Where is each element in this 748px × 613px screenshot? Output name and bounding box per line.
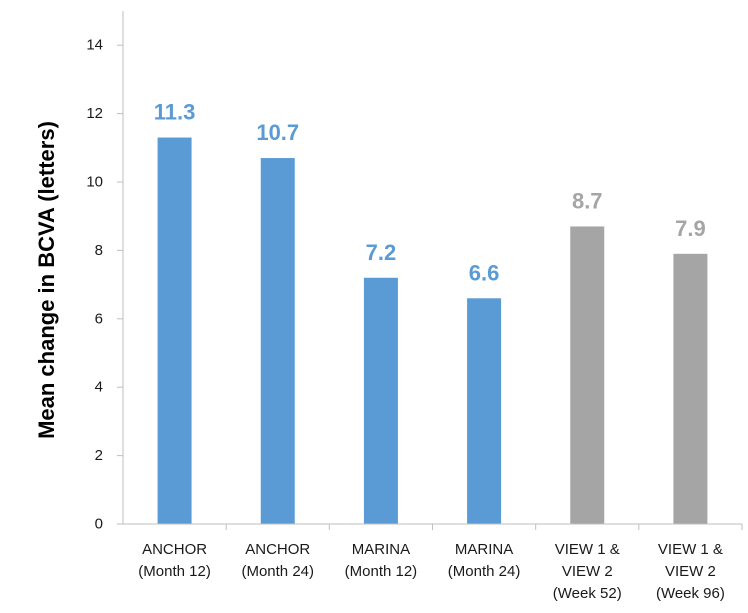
x-tick-label: MARINA (Month 24) [448, 541, 521, 580]
x-tick-label-line: ANCHOR [245, 541, 310, 558]
x-tick-label: ANCHOR (Month 12) [138, 541, 211, 580]
x-tick-label-line: (Month 24) [448, 563, 521, 580]
x-tick-label-line: (Month 12) [138, 563, 211, 580]
x-tick-label-line: MARINA [455, 541, 513, 558]
bar [467, 298, 502, 524]
x-tick-label-line: VIEW 2 [562, 563, 613, 580]
x-tick-label-line: (Month 24) [241, 563, 314, 580]
y-tick-label: 2 [95, 447, 103, 464]
data-label: 10.7 [256, 120, 299, 145]
y-axis: 0 2 4 6 8 10 12 14 [86, 11, 124, 533]
y-tick-label: 6 [95, 310, 103, 327]
bars [157, 137, 708, 525]
x-tick-label-line: VIEW 1 & [658, 541, 723, 558]
x-tick-label: MARINA (Month 12) [345, 541, 418, 580]
x-tick-label-line: (Week 96) [656, 585, 725, 602]
bar [260, 158, 295, 524]
data-label: 11.3 [154, 100, 196, 125]
x-tick-label: ANCHOR (Month 24) [241, 541, 314, 580]
y-tick-label: 4 [95, 379, 103, 396]
data-label: 8.7 [572, 188, 603, 213]
y-tick-label: 0 [95, 516, 103, 533]
x-tick-label-line: MARINA [352, 541, 410, 558]
x-tick-label-line: VIEW 1 & [555, 541, 620, 558]
x-tick-label: VIEW 1 & VIEW 2 (Week 52) [553, 541, 622, 602]
bar [157, 137, 192, 525]
bar [570, 226, 605, 524]
data-labels: 11.3 10.7 7.2 6.6 8.7 7.9 [154, 100, 706, 286]
data-label: 7.9 [675, 216, 706, 241]
x-tick-label-line: (Month 12) [345, 563, 418, 580]
data-label: 6.6 [469, 260, 500, 285]
x-tick-label-line: VIEW 2 [665, 563, 716, 580]
x-tick-label-line: (Week 52) [553, 585, 622, 602]
bar [673, 253, 708, 524]
y-tick-label: 12 [86, 105, 103, 122]
y-tick-label: 10 [86, 174, 103, 191]
y-axis-label: Mean change in BCVA (letters) [34, 121, 59, 439]
x-axis: ANCHOR (Month 12) ANCHOR (Month 24) MARINA (M… [123, 523, 743, 602]
y-tick-label: 14 [86, 37, 103, 54]
x-tick-label: VIEW 1 & VIEW 2 (Week 96) [656, 541, 725, 602]
x-tick-label-line: ANCHOR [142, 541, 207, 558]
data-label: 7.2 [366, 240, 397, 265]
y-tick-label: 8 [95, 242, 103, 259]
bar [363, 277, 398, 524]
